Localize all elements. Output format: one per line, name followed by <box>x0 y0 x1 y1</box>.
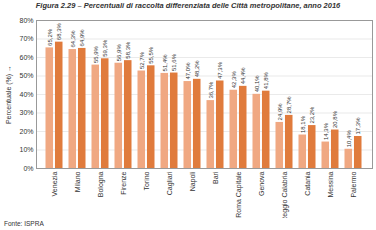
svg-text:Cagliari: Cagliari <box>166 171 174 195</box>
svg-text:48,2%: 48,2% <box>194 60 200 78</box>
svg-text:Percentuale (%) →: Percentuale (%) → <box>5 65 13 124</box>
svg-text:Palermo: Palermo <box>350 171 357 197</box>
svg-text:47,3%: 47,3% <box>217 61 223 79</box>
svg-text:59,3%: 59,3% <box>102 39 108 57</box>
svg-text:Firenze: Firenze <box>120 171 127 194</box>
svg-text:41,8%: 41,8% <box>263 71 269 89</box>
svg-text:51,6%: 51,6% <box>171 53 177 71</box>
svg-text:64,3%: 64,3% <box>70 30 76 48</box>
svg-text:55,9%: 55,9% <box>93 45 99 63</box>
svg-text:42,3%: 42,3% <box>231 71 237 89</box>
svg-text:18,1%: 18,1% <box>300 115 306 133</box>
svg-text:Messina: Messina <box>327 171 334 197</box>
svg-text:36,7%: 36,7% <box>208 81 214 99</box>
svg-text:Catania: Catania <box>304 171 311 195</box>
svg-text:58,3%: 58,3% <box>125 41 131 59</box>
svg-text:10,4%: 10,4% <box>346 130 352 148</box>
svg-text:17,3%: 17,3% <box>355 117 361 135</box>
svg-text:Torino: Torino <box>143 171 150 190</box>
svg-text:51,4%: 51,4% <box>162 54 168 72</box>
svg-text:50%: 50% <box>19 72 33 79</box>
svg-text:64,9%: 64,9% <box>79 29 85 47</box>
svg-text:Napoli: Napoli <box>189 171 197 191</box>
svg-text:Venezia: Venezia <box>51 171 58 196</box>
html-text:Fonte: ISPRA: Fonte: ISPRA <box>4 220 44 227</box>
svg-text:10%: 10% <box>19 146 33 153</box>
svg-text:52,7%: 52,7% <box>139 51 145 69</box>
svg-text:Bologna: Bologna <box>97 171 105 197</box>
svg-text:60%: 60% <box>19 54 33 61</box>
svg-text:Milano: Milano <box>74 171 81 192</box>
svg-text:28,7%: 28,7% <box>286 96 292 114</box>
svg-text:55,5%: 55,5% <box>148 46 154 64</box>
svg-text:56,9%: 56,9% <box>116 44 122 62</box>
svg-text:Genova: Genova <box>258 171 265 196</box>
svg-text:44,4%: 44,4% <box>240 67 246 85</box>
svg-text:40,1%: 40,1% <box>254 75 260 93</box>
svg-text:Roma Capitale: Roma Capitale <box>235 171 243 217</box>
svg-text:20,8%: 20,8% <box>332 110 338 128</box>
html-text:Figura 2.29 – Percentuali di r: Figura 2.29 – Percentuali di raccolta di… <box>35 1 341 10</box>
svg-text:23,2%: 23,2% <box>309 106 315 124</box>
svg-text:Reggio Calabria: Reggio Calabria <box>281 171 289 218</box>
svg-text:Bari: Bari <box>212 171 219 184</box>
svg-text:20%: 20% <box>19 128 33 135</box>
svg-text:68,3%: 68,3% <box>56 22 62 40</box>
svg-text:40%: 40% <box>19 91 33 98</box>
svg-text:65,2%: 65,2% <box>47 28 53 46</box>
svg-text:80%: 80% <box>19 17 33 24</box>
svg-text:70%: 70% <box>19 35 33 42</box>
svg-text:30%: 30% <box>19 109 33 116</box>
svg-text:14,3%: 14,3% <box>323 122 329 140</box>
svg-text:24,9%: 24,9% <box>277 103 283 121</box>
svg-text:47,0%: 47,0% <box>185 62 191 80</box>
svg-text:0%: 0% <box>23 165 33 172</box>
